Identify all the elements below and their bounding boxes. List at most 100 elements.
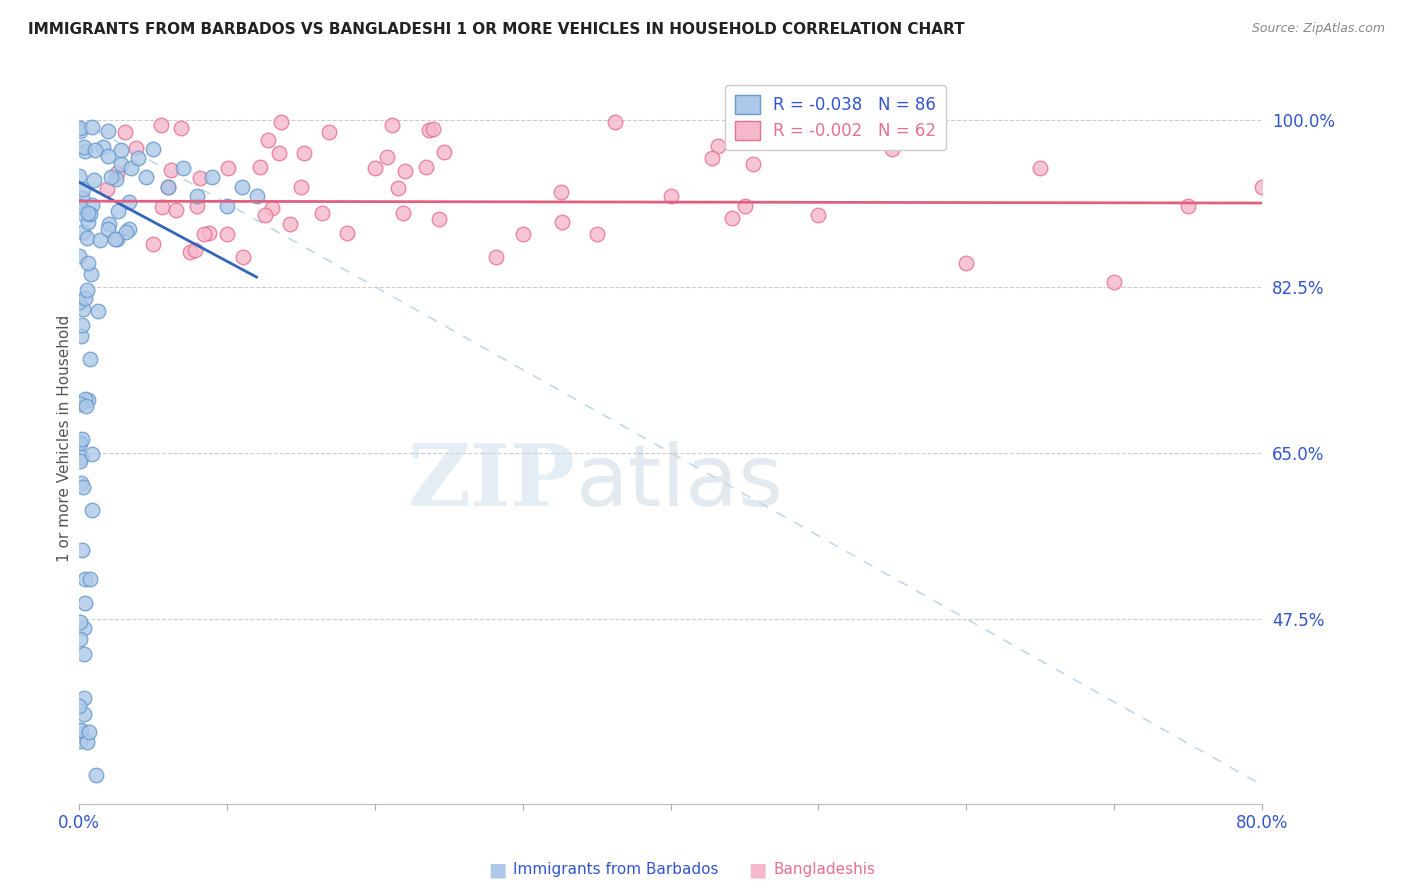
Point — [73, 647, 96, 661]
Point — [70, 723, 93, 737]
Point — [104, 172, 127, 186]
Text: Immigrants from Barbados: Immigrants from Barbados — [513, 863, 718, 877]
Point — [72, 302, 94, 317]
Point — [97, 123, 120, 137]
Point — [249, 160, 271, 174]
Point — [77, 215, 100, 229]
Point — [318, 125, 340, 139]
Point — [69, 199, 91, 213]
Y-axis label: 1 or more Vehicles in Household: 1 or more Vehicles in Household — [58, 315, 72, 562]
Point — [69, 397, 91, 411]
Point — [142, 142, 165, 156]
Point — [245, 189, 267, 203]
Point — [110, 143, 132, 157]
Point — [156, 180, 179, 194]
Point — [72, 543, 94, 558]
Point — [67, 698, 90, 713]
Point — [512, 227, 534, 242]
Point — [69, 632, 91, 646]
Text: ■: ■ — [748, 860, 766, 880]
Point — [77, 256, 100, 270]
Point — [142, 236, 165, 251]
Point — [311, 206, 333, 220]
Point — [72, 480, 94, 494]
Text: Source: ZipAtlas.com: Source: ZipAtlas.com — [1251, 22, 1385, 36]
Text: IMMIGRANTS FROM BARBADOS VS BANGLADESHI 1 OR MORE VEHICLES IN HOUSEHOLD CORRELAT: IMMIGRANTS FROM BARBADOS VS BANGLADESHI … — [28, 22, 965, 37]
Text: Bangladeshis: Bangladeshis — [773, 863, 876, 877]
Point — [69, 436, 91, 450]
Point — [76, 230, 98, 244]
Point — [83, 143, 105, 157]
Point — [183, 243, 205, 257]
Point — [217, 161, 239, 175]
Point — [179, 245, 201, 260]
Point — [86, 767, 108, 781]
Point — [292, 145, 315, 160]
Point — [193, 227, 215, 241]
Point — [79, 207, 101, 221]
Point — [381, 118, 404, 132]
Text: atlas: atlas — [576, 441, 785, 524]
Point — [149, 118, 172, 132]
Point — [70, 318, 93, 332]
Point — [267, 145, 290, 160]
Point — [1029, 161, 1052, 175]
Point — [260, 202, 283, 216]
Point — [156, 180, 179, 194]
Point — [659, 189, 682, 203]
Point — [135, 170, 157, 185]
Point — [150, 200, 173, 214]
Point — [67, 723, 90, 737]
Point — [114, 125, 136, 139]
Point — [257, 133, 280, 147]
Point — [231, 180, 253, 194]
Point — [215, 199, 238, 213]
Point — [105, 166, 128, 180]
Point — [89, 234, 111, 248]
Point — [1251, 180, 1274, 194]
Point — [707, 139, 730, 153]
Point — [75, 400, 97, 414]
Point — [120, 161, 142, 175]
Point — [82, 120, 104, 134]
Point — [415, 160, 437, 174]
Point — [186, 189, 208, 203]
Point — [270, 115, 292, 129]
Point — [80, 503, 103, 517]
Point — [955, 256, 977, 270]
Legend: R = -0.038   N = 86, R = -0.002   N = 62: R = -0.038 N = 86, R = -0.002 N = 62 — [725, 85, 946, 150]
Point — [69, 124, 91, 138]
Point — [127, 152, 149, 166]
Point — [70, 432, 93, 446]
Point — [80, 447, 103, 461]
Point — [77, 392, 100, 407]
Point — [278, 217, 301, 231]
Point — [418, 123, 440, 137]
Point — [700, 151, 723, 165]
Point — [70, 329, 93, 343]
Point — [364, 161, 387, 175]
Point — [79, 572, 101, 586]
Point — [172, 161, 194, 175]
Point — [427, 211, 450, 226]
Point — [375, 150, 398, 164]
Point — [76, 735, 98, 749]
Point — [79, 352, 101, 367]
Text: ■: ■ — [488, 860, 506, 880]
Point — [70, 191, 93, 205]
Point — [603, 115, 626, 129]
Point — [188, 170, 211, 185]
Point — [73, 207, 96, 221]
Text: ZIP: ZIP — [408, 441, 576, 524]
Point — [69, 435, 91, 450]
Point — [72, 182, 94, 196]
Point — [125, 141, 148, 155]
Point — [551, 215, 574, 229]
Point — [96, 182, 118, 196]
Point — [70, 450, 93, 465]
Point — [97, 149, 120, 163]
Point — [105, 232, 128, 246]
Point — [104, 232, 127, 246]
Point — [165, 202, 187, 217]
Point — [75, 596, 97, 610]
